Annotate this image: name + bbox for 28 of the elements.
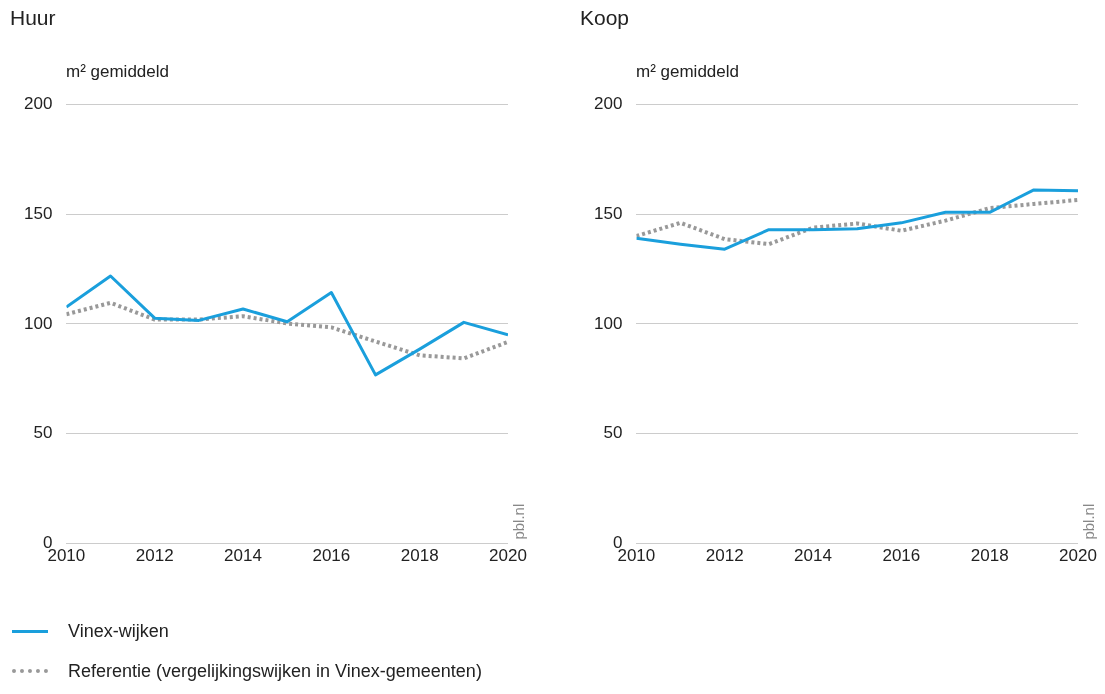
y-tick-label: 150	[593, 203, 623, 223]
legend-label: Vinex-wijken	[68, 620, 169, 642]
x-tick-label: 2014	[794, 546, 832, 566]
y-tick-label: 200	[593, 93, 623, 113]
x-tick-label: 2018	[400, 546, 439, 566]
y-tick-label: 150	[23, 203, 53, 223]
x-tick-label: 2020	[1059, 546, 1097, 566]
x-tick-label: 2012	[135, 546, 174, 566]
chart-title: Huur	[10, 6, 56, 30]
y-tick-label: 100	[593, 313, 623, 333]
y-tick-label: 200	[23, 93, 53, 113]
y-tick-label: 100	[23, 313, 53, 333]
x-tick-label: 2016	[882, 546, 921, 566]
x-tick-label: 2018	[970, 546, 1009, 566]
text: pbl.nl	[510, 503, 528, 540]
y-tick-label: 50	[33, 423, 53, 443]
x-tick-label: 2012	[705, 546, 744, 566]
legend-label: Referentie (vergelijkingswijken in Vinex-gemeenten)	[68, 660, 482, 682]
y-axis-title: m² gemiddeld	[66, 62, 169, 82]
x-tick-label: 2016	[312, 546, 351, 566]
x-tick-label: 2020	[489, 546, 527, 566]
text: pbl.nl	[1080, 503, 1098, 540]
chart-title: Koop	[580, 6, 630, 30]
line-series	[636, 197, 1078, 247]
x-tick-label: 2014	[224, 546, 262, 566]
y-axis-title: m² gemiddeld	[636, 62, 739, 82]
y-tick-label: 50	[603, 423, 623, 443]
line-series	[66, 300, 508, 361]
